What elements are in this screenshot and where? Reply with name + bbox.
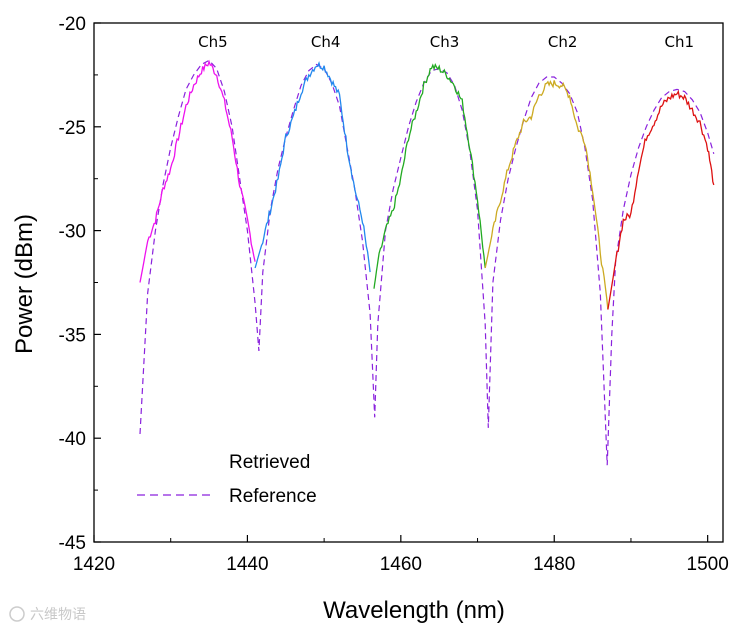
- y-tick-label: -35: [59, 325, 86, 346]
- series-retrieved-ch4: [254, 61, 371, 273]
- y-tick-label: -40: [59, 429, 86, 450]
- legend-reference-label: Reference: [229, 486, 317, 507]
- series-retrieved-ch5: [139, 59, 256, 283]
- watermark: 六维物语: [9, 606, 86, 623]
- y-tick-label: -25: [59, 118, 86, 139]
- x-tick-label: 1420: [73, 554, 115, 575]
- channel-label-ch2: Ch2: [548, 33, 578, 51]
- x-tick-label: 1440: [226, 554, 268, 575]
- labels-layer: 1420 1440 1460 1480 1500 -20 -25 -30 -35 -40 -45 Ch…: [59, 14, 729, 575]
- channel-label-ch3: Ch3: [430, 33, 460, 51]
- series-retrieved-ch1: [607, 89, 715, 310]
- channel-label-ch5: Ch5: [198, 33, 228, 51]
- y-tick-label: -20: [59, 14, 86, 35]
- legend: Retrieved Reference: [137, 452, 317, 507]
- legend-retrieved-label: Retrieved: [229, 452, 310, 473]
- y-axis-title: Power (dBm): [11, 214, 38, 354]
- watermark-text: 六维物语: [30, 607, 86, 623]
- watermark-logo-icon: [9, 606, 25, 622]
- axes-layer: [93, 22, 724, 543]
- series-retrieved-ch2: [484, 79, 609, 310]
- y-tick-label: -30: [59, 222, 86, 243]
- x-tick-label: 1500: [687, 554, 729, 575]
- x-axis-title: Wavelength (nm): [323, 597, 505, 624]
- y-tick-label: -45: [59, 533, 86, 554]
- x-tick-label: 1460: [380, 554, 422, 575]
- x-tick-label: 1480: [533, 554, 575, 575]
- series-layer: [139, 59, 715, 466]
- channel-label-ch4: Ch4: [311, 33, 341, 51]
- series-retrieved-ch3: [373, 62, 486, 289]
- channel-label-ch1: Ch1: [665, 33, 695, 51]
- series-reference-line: [139, 59, 715, 466]
